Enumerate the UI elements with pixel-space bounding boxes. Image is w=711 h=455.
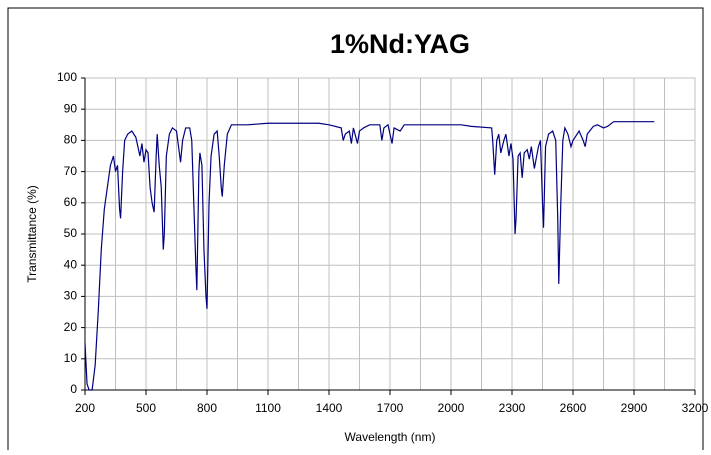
data-line bbox=[84, 121, 655, 391]
y-tick-label: 10 bbox=[64, 351, 78, 365]
chart-title: 1%Nd:YAG bbox=[330, 29, 470, 59]
x-tick-label: 2300 bbox=[499, 401, 526, 415]
x-tick-label: 800 bbox=[197, 401, 217, 415]
x-tick-label: 3200 bbox=[682, 401, 709, 415]
y-tick-label: 50 bbox=[64, 226, 78, 240]
y-tick-label: 100 bbox=[57, 70, 77, 84]
y-tick-label: 60 bbox=[64, 195, 78, 209]
x-axis-label: Wavelength (nm) bbox=[345, 430, 436, 444]
x-tick-label: 200 bbox=[75, 401, 95, 415]
y-tick-label: 90 bbox=[64, 101, 78, 115]
x-tick-label: 1100 bbox=[255, 401, 281, 415]
y-tick-label: 20 bbox=[64, 320, 78, 334]
x-tick-label: 2900 bbox=[621, 401, 648, 415]
y-tick-label: 40 bbox=[64, 257, 78, 271]
x-tick-label: 500 bbox=[136, 401, 156, 415]
y-tick-label: 80 bbox=[64, 133, 78, 147]
x-tick-label: 2000 bbox=[438, 401, 465, 415]
x-tick-label: 1700 bbox=[377, 401, 404, 415]
x-tick-label: 2600 bbox=[560, 401, 587, 415]
y-tick-label: 30 bbox=[64, 289, 78, 303]
y-tick-label: 70 bbox=[64, 164, 78, 178]
y-axis-label: Transmittance (%) bbox=[25, 185, 39, 283]
y-tick-label: 0 bbox=[70, 382, 77, 396]
x-tick-label: 1400 bbox=[316, 401, 343, 415]
